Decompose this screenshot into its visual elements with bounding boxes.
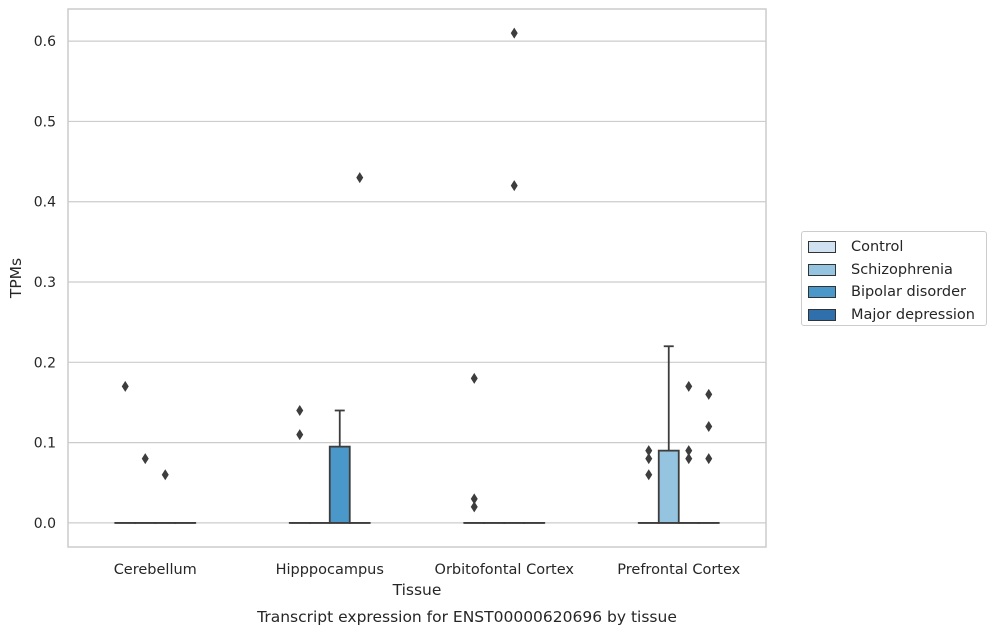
outlier-point [685,445,693,457]
outlier-point [685,380,693,392]
outlier-point [510,27,518,39]
legend-label: Bipolar disorder [851,284,966,301]
outlier-point [470,493,478,505]
x-tick-label: Hipppocampus [276,562,384,578]
legend-item: Bipolar disorder [808,281,986,304]
x-tick-label: Cerebellum [114,562,197,578]
chart-legend: Control Schizophrenia Bipolar disorder Majo… [801,231,987,326]
outlier-point [645,453,653,465]
chart-caption: Transcript expression for ENST0000062069… [256,608,677,626]
outlier-point [645,469,653,481]
x-tick-label: Prefrontal Cortex [617,562,740,578]
legend-swatch [808,308,836,321]
outlier-point [141,453,149,465]
legend-item: Schizophrenia [808,259,986,282]
y-tick-label: 0.5 [34,114,56,130]
legend-item: Major depression [808,304,986,327]
x-axis-label: Tissue [392,581,442,599]
legend-label: Control [851,239,904,256]
outlier-point [356,172,364,184]
y-tick-label: 0.2 [34,355,56,371]
outlier-point [705,388,713,400]
outlier-point [705,453,713,465]
legend-swatch [808,241,836,254]
y-tick-label: 0.4 [34,195,56,211]
plot-frame [67,8,767,548]
legend-item: Control [808,236,986,259]
legend-swatch [808,263,836,276]
y-tick-label: 0.0 [34,516,56,532]
legend-swatch [808,286,836,299]
box [657,449,680,524]
box [328,445,351,524]
x-tick-label: Orbitofontal Cortex [435,562,575,578]
outlier-point [296,429,304,441]
outlier-point [296,404,304,416]
legend-label: Major depression [851,306,975,323]
outlier-point [685,453,693,465]
y-axis-label: TPMs [7,258,25,299]
outlier-point [510,180,518,192]
outlier-point [121,380,129,392]
outlier-point [470,501,478,513]
y-tick-label: 0.3 [34,275,56,291]
y-tick-label: 0.6 [34,34,56,50]
outlier-point [161,469,169,481]
y-tick-label: 0.1 [34,436,56,452]
outlier-point [470,372,478,384]
legend-label: Schizophrenia [851,261,953,278]
outlier-point [645,445,653,457]
outlier-point [705,421,713,433]
